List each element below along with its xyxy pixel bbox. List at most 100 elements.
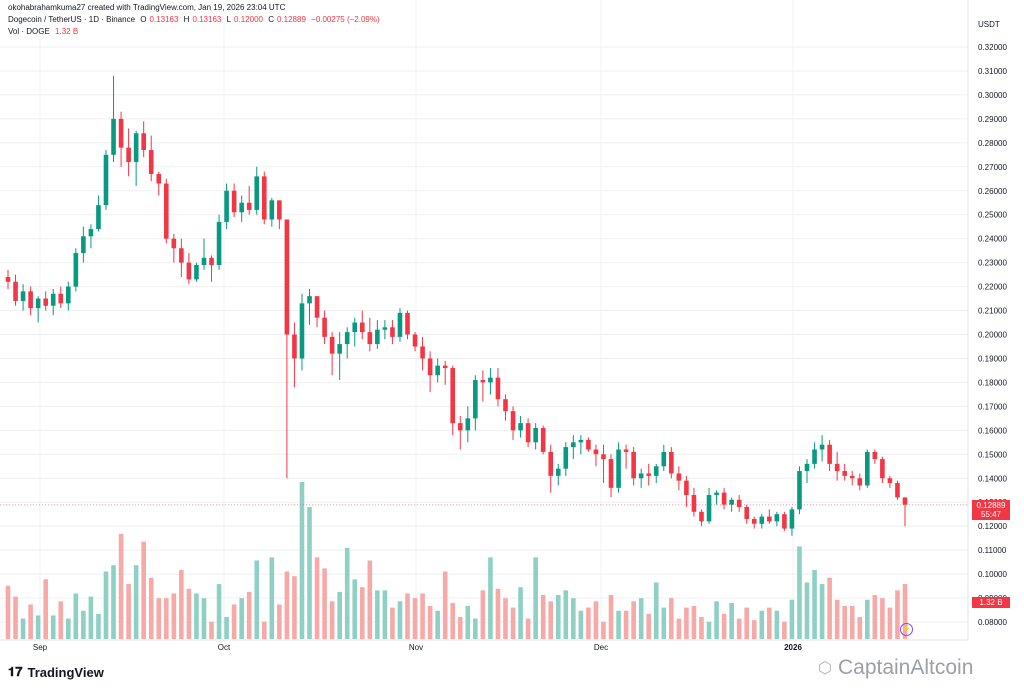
volume-bar <box>699 617 704 639</box>
volume-bar <box>442 571 448 639</box>
symbol-name[interactable]: Dogecoin / TetherUS · 1D · Binance <box>8 15 136 24</box>
price-tick-label: 0.20000 <box>978 331 1007 340</box>
candle-body <box>457 423 463 431</box>
candle-body <box>533 427 538 443</box>
volume-bar <box>20 618 26 639</box>
candle-body <box>367 332 373 345</box>
time-tick-label: 2026 <box>784 643 802 652</box>
candle-body <box>804 463 810 472</box>
volume-bar <box>578 610 584 639</box>
candle-body <box>819 444 825 450</box>
candle-body <box>292 334 297 359</box>
volume-bar <box>314 557 320 639</box>
current-price-tag: 0.12889 55:47 <box>972 500 1010 520</box>
candle-body <box>540 427 546 452</box>
volume-bar <box>646 613 652 639</box>
volume-label[interactable]: Vol · DOGE <box>8 27 50 36</box>
volume-bar <box>261 621 267 639</box>
candle-body <box>706 495 712 522</box>
candle-body <box>201 257 207 266</box>
volume-bar <box>405 593 410 639</box>
candle-body <box>789 509 795 529</box>
close-label: C <box>268 15 274 24</box>
volume-bar <box>631 601 636 639</box>
volume-bar <box>284 571 290 639</box>
volume-bar <box>653 582 659 639</box>
candle-body <box>186 262 192 280</box>
candle-body <box>141 133 146 151</box>
volume-bar <box>865 599 870 639</box>
candle-body <box>5 277 11 282</box>
candle-body <box>412 334 418 347</box>
price-tick-label: 0.24000 <box>978 235 1007 244</box>
volume-bar <box>231 604 237 639</box>
volume-bar <box>58 601 64 639</box>
volume-bar <box>782 621 787 639</box>
volume-bar <box>789 599 795 639</box>
tradingview-logo[interactable]: 𝟏𝟕 TradingView <box>8 664 104 680</box>
volume-bar <box>111 565 116 639</box>
candle-body <box>676 473 682 481</box>
currency-unit[interactable]: USDT <box>978 20 1000 29</box>
volume-bar <box>141 541 146 639</box>
volume-bar <box>50 615 56 639</box>
candle-body <box>834 463 840 472</box>
candle-body <box>133 133 139 162</box>
volume-bar <box>714 601 719 639</box>
candle-body <box>231 190 237 213</box>
candle-body <box>661 451 667 467</box>
tradingview-logo-icon: 𝟏𝟕 <box>8 664 23 679</box>
volume-bar <box>849 606 855 639</box>
candle-body <box>420 346 425 359</box>
candle-body <box>126 147 131 162</box>
candle-body <box>699 511 704 522</box>
candle-body <box>427 358 433 376</box>
volume-bar <box>669 598 674 639</box>
volume-bar <box>171 593 177 639</box>
candle-body <box>118 118 124 148</box>
candle-body <box>163 183 169 239</box>
volume-bar <box>299 482 305 639</box>
time-axis[interactable]: Sep Oct Nov Dec 2026 <box>33 643 803 652</box>
volume-bar <box>13 596 18 639</box>
low-value: 0.12000 <box>234 15 263 24</box>
price-axis[interactable]: 0.32000 0.31000 0.30000 0.29000 0.28000 0.270… <box>978 43 1007 627</box>
volume-bar <box>420 593 425 639</box>
candle-body <box>314 296 320 318</box>
volume-bar <box>216 584 222 639</box>
volume-bar <box>307 507 312 639</box>
candle-body <box>156 173 162 184</box>
volume-bar <box>254 560 260 639</box>
volume-bar <box>555 595 561 639</box>
candle-body <box>299 303 305 359</box>
volume-bar <box>35 615 41 639</box>
close-value: 0.12889 <box>276 15 306 24</box>
candle-body <box>563 447 569 469</box>
candle-body <box>902 497 908 505</box>
candle-body <box>744 507 750 519</box>
volume-bar <box>390 607 395 639</box>
price-tick-label: 0.12000 <box>978 522 1007 531</box>
volume-bar <box>66 618 71 639</box>
volume-bar <box>239 598 244 639</box>
candle-body <box>623 449 629 452</box>
volume-bar <box>457 617 463 639</box>
volume-bar <box>488 557 493 639</box>
open-label: O <box>140 15 147 24</box>
candle-body <box>465 418 471 431</box>
candle-body <box>397 312 403 337</box>
price-tick-label: 0.17000 <box>978 402 1007 411</box>
candle-body <box>601 454 606 460</box>
captainaltcoin-icon: ⬡ <box>818 660 832 677</box>
ohlc-legend: Dogecoin / TetherUS · 1D · Binance O 0.13… <box>8 15 383 24</box>
price-tick-label: 0.22000 <box>978 283 1007 292</box>
volume-bar <box>322 568 327 639</box>
volume-bar <box>593 601 599 639</box>
candle-body <box>669 451 674 474</box>
volume-bar <box>427 606 433 639</box>
candle-body <box>842 471 847 476</box>
volume-bar <box>148 577 154 639</box>
candle-body <box>578 439 584 443</box>
lightning-icon[interactable]: ⚡ <box>900 623 913 636</box>
